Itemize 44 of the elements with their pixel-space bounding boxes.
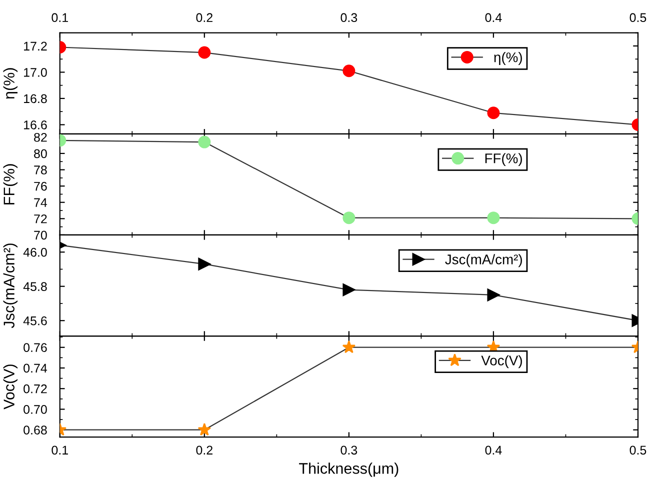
x-tick-label: 0.1	[52, 13, 68, 22]
x-tick-label: 0.5	[630, 13, 646, 22]
legend-label: FF(%)	[485, 153, 522, 166]
y-tick-label: 76	[34, 182, 47, 191]
x-tick-label: 0.3	[340, 13, 358, 22]
y-tick-label: 72	[34, 214, 47, 224]
y-tick-label: 82	[34, 132, 47, 142]
x-tick-label: 0.4	[485, 446, 502, 455]
y-tick-label: 16.8	[24, 94, 47, 104]
legend-label: η(%)	[494, 52, 522, 65]
x-tick-label: 0.3	[340, 446, 358, 455]
point	[342, 212, 356, 224]
y-tick-label: 80	[34, 149, 47, 158]
point	[342, 64, 356, 78]
point	[198, 258, 211, 270]
x-tick-label: 0.2	[196, 13, 212, 22]
x-tick-label: 0.1	[52, 446, 68, 455]
x-tick-label: 0.4	[485, 13, 502, 22]
x-tick-label: 0.2	[196, 446, 212, 455]
point	[198, 136, 211, 148]
y-tick-label: 0.68	[24, 426, 47, 435]
y-axis-title: FF(%)	[3, 164, 18, 204]
y-tick-label: 17.2	[24, 42, 47, 50]
y-tick-label: 70	[34, 230, 47, 240]
y-tick-label: 74	[34, 198, 48, 207]
y-axis-title: Voc(V)	[3, 364, 18, 410]
y-tick-label: 0.70	[24, 405, 47, 414]
y-tick-label: 78	[34, 166, 47, 174]
y-axis-title: η(%)	[3, 68, 18, 99]
y-tick-label: 46.0	[23, 248, 47, 257]
y-tick-label: 0.72	[24, 384, 47, 394]
y-tick-label: 17.0	[24, 68, 47, 77]
y-tick-label: 0.74	[24, 364, 48, 373]
point	[198, 46, 211, 59]
x-axis-title: Thickness(μm)	[299, 462, 398, 477]
point	[342, 284, 356, 296]
y-tick-label: 0.76	[24, 343, 47, 352]
y-tick-label: 16.6	[24, 120, 47, 130]
legend-label: Jsc(mA/cm²)	[445, 254, 522, 268]
y-axis-title: Jsc(mA/cm²)	[3, 244, 18, 328]
y-tick-label: 45.8	[23, 282, 47, 291]
y-tick-label: 45.6	[23, 316, 47, 326]
x-tick-label: 0.5	[630, 446, 646, 455]
legend-label: Voc(V)	[481, 355, 522, 368]
